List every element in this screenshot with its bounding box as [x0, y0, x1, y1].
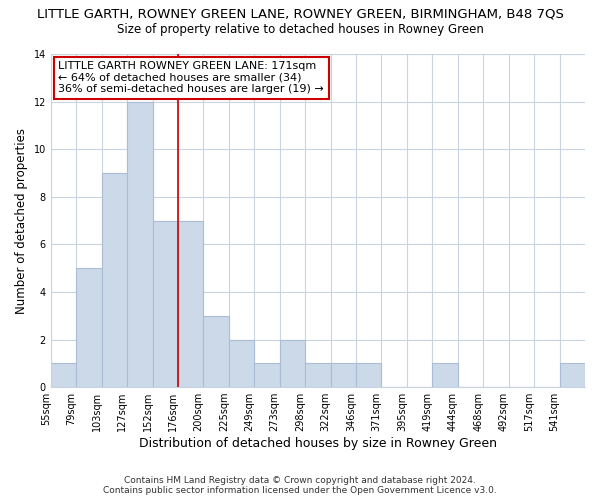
Bar	[305, 364, 331, 387]
Bar	[127, 102, 152, 387]
Bar	[560, 364, 585, 387]
Text: Size of property relative to detached houses in Rowney Green: Size of property relative to detached ho…	[116, 22, 484, 36]
Bar	[331, 364, 356, 387]
Bar	[51, 364, 76, 387]
Bar	[178, 220, 203, 387]
Bar	[152, 220, 178, 387]
Bar	[433, 364, 458, 387]
Text: LITTLE GARTH ROWNEY GREEN LANE: 171sqm
← 64% of detached houses are smaller (34): LITTLE GARTH ROWNEY GREEN LANE: 171sqm ←…	[58, 61, 324, 94]
Bar	[356, 364, 382, 387]
X-axis label: Distribution of detached houses by size in Rowney Green: Distribution of detached houses by size …	[139, 437, 497, 450]
Y-axis label: Number of detached properties: Number of detached properties	[15, 128, 28, 314]
Bar	[76, 268, 101, 387]
Text: Contains HM Land Registry data © Crown copyright and database right 2024.
Contai: Contains HM Land Registry data © Crown c…	[103, 476, 497, 495]
Bar	[203, 316, 229, 387]
Bar	[254, 364, 280, 387]
Bar	[101, 173, 127, 387]
Bar	[229, 340, 254, 387]
Bar	[280, 340, 305, 387]
Text: LITTLE GARTH, ROWNEY GREEN LANE, ROWNEY GREEN, BIRMINGHAM, B48 7QS: LITTLE GARTH, ROWNEY GREEN LANE, ROWNEY …	[37, 8, 563, 20]
